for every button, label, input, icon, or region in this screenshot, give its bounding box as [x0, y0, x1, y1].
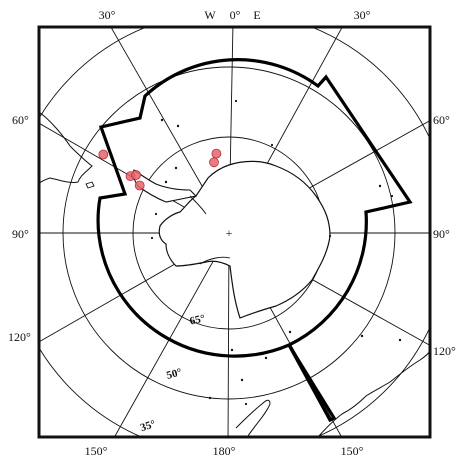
- island-dot: [288, 330, 292, 334]
- label-left-60: 60°: [12, 113, 29, 127]
- island-dot: [176, 124, 180, 128]
- small-islands: [150, 99, 402, 406]
- island-dot: [390, 194, 394, 198]
- label-lat-65: 65°: [189, 313, 207, 328]
- south-island-nz: [235, 399, 271, 437]
- sampling-marker-drake-passage-site: [98, 149, 109, 160]
- island-dot: [360, 334, 364, 338]
- island-dot: [240, 378, 244, 382]
- island-dot: [164, 180, 168, 184]
- sampling-marker-south-shetland-site-b: [131, 170, 142, 180]
- label-right-90: 90°: [433, 227, 450, 241]
- label-right-60: 60°: [433, 113, 450, 127]
- island-dot: [378, 184, 382, 188]
- south-pole-marker: +: [226, 226, 233, 240]
- label-left-90: 90°: [12, 227, 29, 241]
- label-bottom-180: 180°: [213, 444, 236, 458]
- island-dot: [174, 166, 178, 170]
- island-dot: [270, 143, 274, 147]
- antarctica-continent: [158, 160, 331, 319]
- map-frame: [37, 25, 432, 439]
- south-america-coast: [39, 111, 93, 185]
- island-dot: [244, 402, 248, 406]
- meridian-180: [227, 232, 230, 437]
- falkland-islands: [85, 181, 95, 189]
- island-dot: [328, 234, 332, 238]
- island-dot: [234, 99, 238, 103]
- label-left-120: 120°: [8, 330, 31, 344]
- sampling-marker-weddell-site-a: [211, 148, 222, 159]
- island-dot: [230, 348, 234, 352]
- weddell-ice-shelf: [189, 195, 207, 215]
- label-top-w: W: [204, 8, 216, 22]
- convention-area-boundary: [96, 58, 413, 423]
- sampling-marker-peninsula-site: [134, 180, 145, 191]
- ross-ice-shelf: [199, 256, 231, 265]
- label-top-30w: 30°: [99, 8, 116, 22]
- sampling-marker-weddell-site-b: [209, 157, 219, 168]
- island-dot: [154, 212, 158, 216]
- island-dot: [150, 236, 154, 240]
- island-dot: [264, 356, 268, 360]
- label-top-30e: 30°: [354, 8, 371, 22]
- label-bottom-150e: 150°: [341, 444, 364, 458]
- label-top-0: 0°: [230, 8, 241, 22]
- label-lat-50: 50°: [165, 366, 183, 382]
- island-dot: [160, 118, 164, 122]
- sampling-markers: [98, 148, 222, 191]
- new-zealand-coast: [317, 349, 430, 437]
- island-dot: [208, 396, 212, 400]
- label-right-120: 120°: [433, 344, 456, 358]
- label-top-e: E: [253, 8, 260, 22]
- island-dot: [398, 338, 402, 342]
- label-bottom-150w: 150°: [85, 444, 108, 458]
- label-lat-35: 35°: [139, 418, 157, 434]
